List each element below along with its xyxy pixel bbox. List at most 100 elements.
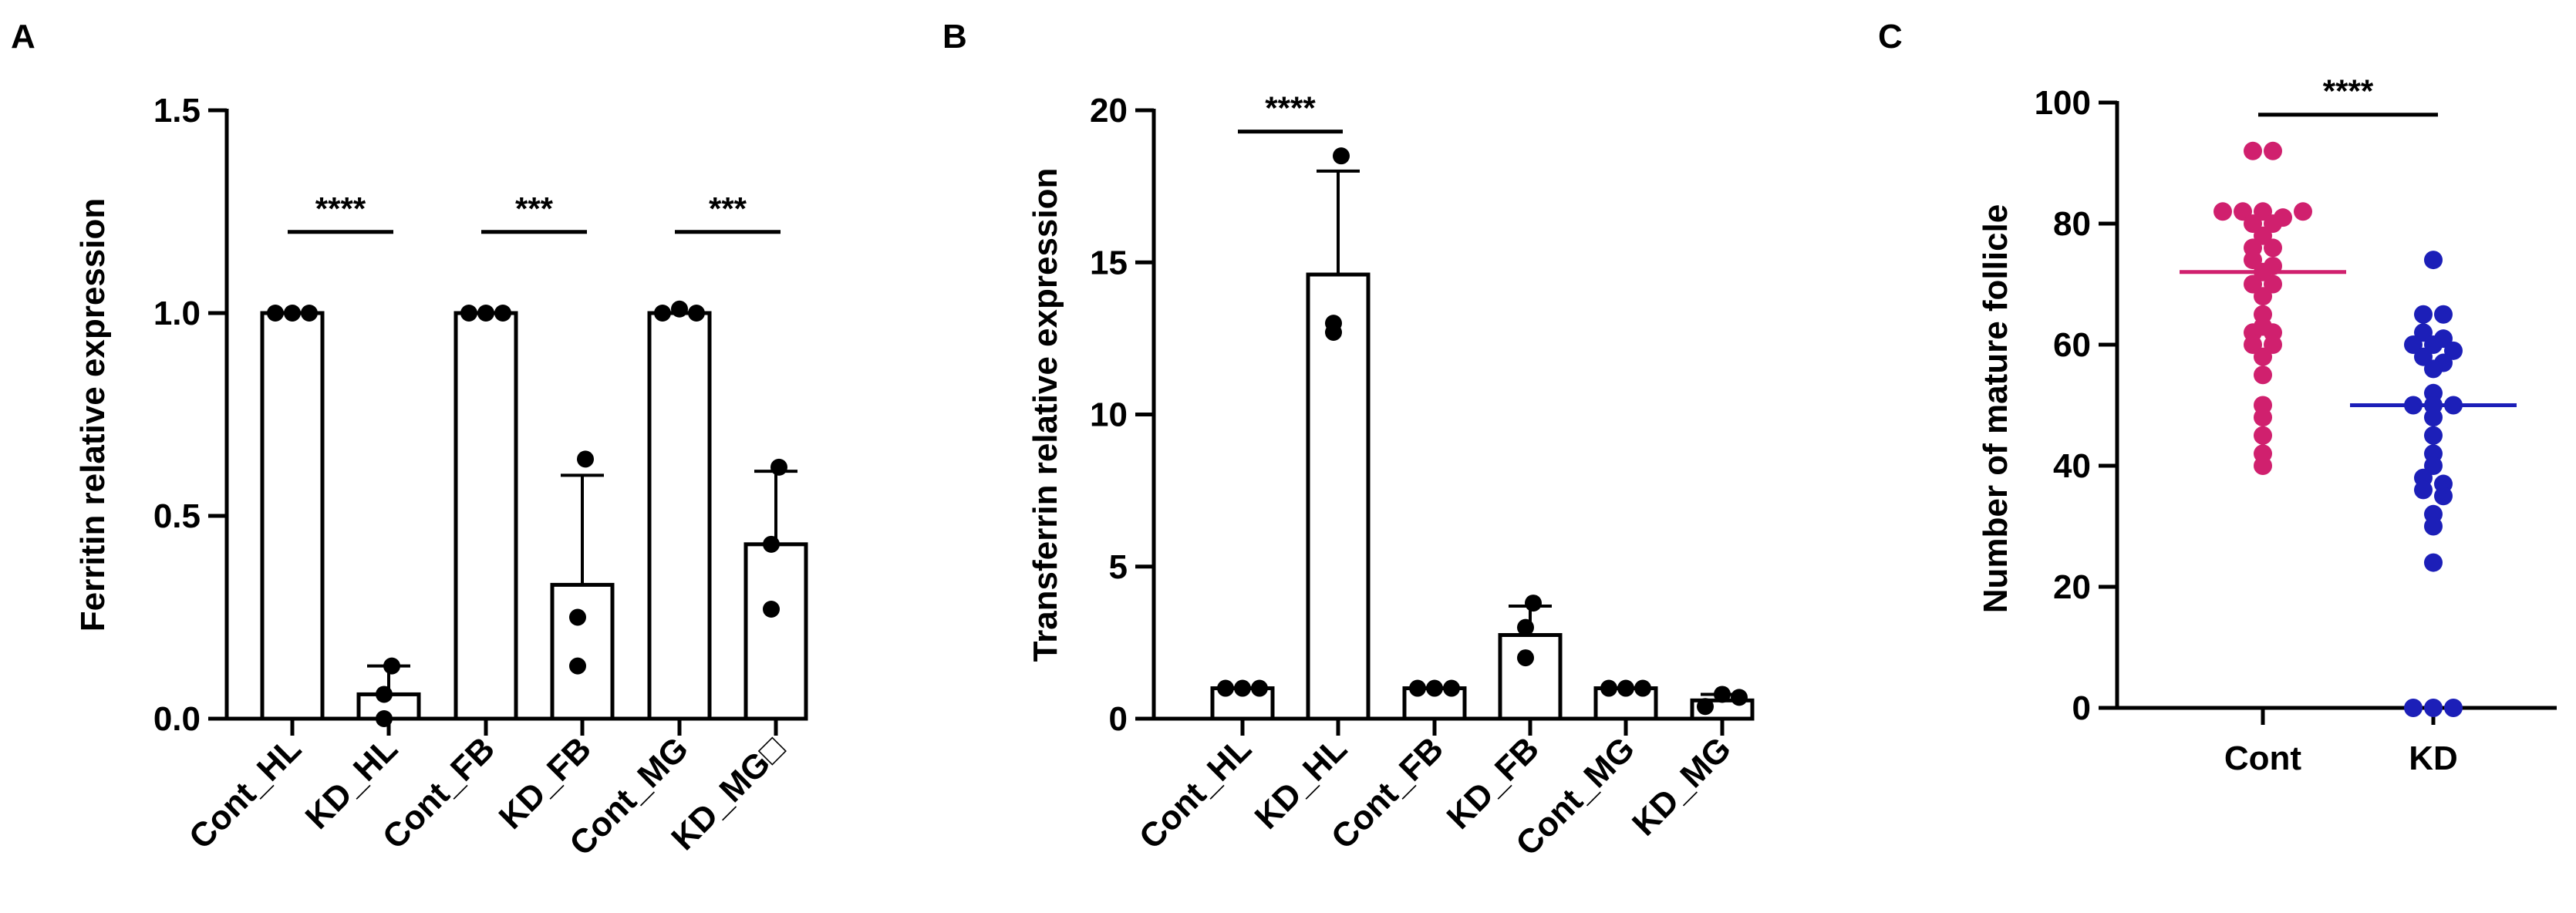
data-point <box>1217 679 1234 697</box>
data-point <box>2444 699 2463 717</box>
y-tick-label: 0.5 <box>153 497 201 535</box>
data-point <box>1234 679 1251 697</box>
bar <box>260 311 325 721</box>
significance-label: *** <box>515 190 554 227</box>
panel-b: B Transferrin relative expression 0 5 10 15 20… <box>942 18 1755 863</box>
data-point <box>2214 202 2232 221</box>
x-tick-label: KD <box>2409 739 2458 777</box>
data-point <box>2254 347 2272 366</box>
data-point <box>477 305 494 322</box>
significance-label: *** <box>709 190 747 227</box>
data-point <box>2424 699 2443 717</box>
y-axis-title: Number of mature follicle <box>1977 204 2015 614</box>
y-tick-label: 100 <box>2035 84 2091 122</box>
data-point <box>1697 698 1714 716</box>
significance-label: **** <box>1265 90 1316 126</box>
y-tick-label: 20 <box>2053 568 2091 606</box>
y-tick-label: 15 <box>1090 244 1128 281</box>
significance-label: **** <box>2323 73 2374 109</box>
data-point <box>1714 686 1731 703</box>
panel-c: C Number of mature follicle 0 20 40 60 80 100 Co… <box>1878 18 2557 777</box>
data-point <box>2294 202 2312 221</box>
data-point <box>2254 456 2272 475</box>
data-point <box>770 458 787 476</box>
data-point <box>383 657 400 675</box>
data-point <box>267 305 284 322</box>
data-point <box>2254 426 2272 445</box>
data-point <box>1333 147 1350 165</box>
data-point <box>2244 141 2262 160</box>
data-point <box>763 535 780 553</box>
data-point <box>2414 305 2433 324</box>
panel-a: A Ferritin relative expression 0.0 0.5 1.0 1.… <box>11 18 808 863</box>
y-tick-label: 60 <box>2053 326 2091 364</box>
data-point <box>1525 595 1542 612</box>
data-point <box>2434 305 2453 324</box>
data-point <box>284 305 301 322</box>
data-point <box>2254 366 2272 385</box>
y-axis-title: Ferritin relative expression <box>74 198 112 632</box>
data-point <box>494 305 511 322</box>
data-point <box>376 710 393 727</box>
bar <box>550 582 615 721</box>
data-point <box>2254 408 2272 427</box>
x-tick-label: Cont_HL <box>1132 729 1259 856</box>
y-tick-label: 10 <box>1090 396 1128 434</box>
y-tick-label: 80 <box>2053 205 2091 243</box>
data-point <box>569 657 586 675</box>
data-point <box>1517 618 1534 636</box>
y-tick-label: 5 <box>1109 548 1128 586</box>
data-point <box>1600 679 1617 697</box>
panel-letter: C <box>1878 18 1903 56</box>
data-point <box>1409 679 1426 697</box>
data-point <box>2404 396 2423 415</box>
x-tick-label: Cont <box>2224 739 2302 777</box>
data-point <box>688 305 705 322</box>
y-tick-label: 1.0 <box>153 295 201 332</box>
y-tick-label: 0.0 <box>153 700 201 738</box>
y-tick-label: 0 <box>1109 700 1128 738</box>
data-point <box>1251 679 1268 697</box>
y-axis-title: Transferrin relative expression <box>1027 168 1064 662</box>
data-point <box>2424 553 2443 572</box>
data-point <box>301 305 318 322</box>
data-point <box>2424 426 2443 445</box>
data-point <box>2404 699 2423 717</box>
bar <box>647 311 712 721</box>
data-point <box>2424 251 2443 270</box>
y-tick-label: 0 <box>2072 689 2091 727</box>
y-tick-label: 40 <box>2053 447 2091 485</box>
data-point <box>671 300 688 318</box>
bar <box>1498 633 1563 721</box>
data-point <box>577 450 594 468</box>
x-tick-label: Cont_HL <box>182 729 309 856</box>
data-point <box>2414 480 2433 500</box>
data-point <box>2444 396 2463 415</box>
x-tick-label: KD_MG <box>1625 729 1738 843</box>
data-point <box>2264 141 2282 160</box>
data-point <box>2424 517 2443 536</box>
data-point <box>569 608 586 626</box>
data-point <box>1325 315 1342 332</box>
data-point <box>2434 487 2453 506</box>
bar <box>743 542 808 721</box>
bar <box>453 311 518 721</box>
data-point <box>2424 359 2443 379</box>
data-point <box>1443 679 1460 697</box>
data-point <box>2264 238 2282 258</box>
y-tick-label: 1.5 <box>153 92 201 130</box>
significance-label: **** <box>315 190 366 227</box>
panel-letter: A <box>11 18 35 56</box>
data-point <box>1517 649 1534 667</box>
data-point <box>2424 408 2443 427</box>
y-tick-label: 20 <box>1090 92 1128 130</box>
bar <box>1306 272 1371 721</box>
data-point <box>654 305 671 322</box>
data-point <box>376 686 393 703</box>
panel-letter: B <box>942 18 967 56</box>
data-point <box>1617 679 1634 697</box>
data-point <box>1731 689 1748 706</box>
data-point <box>763 600 780 618</box>
data-point <box>1426 679 1443 697</box>
